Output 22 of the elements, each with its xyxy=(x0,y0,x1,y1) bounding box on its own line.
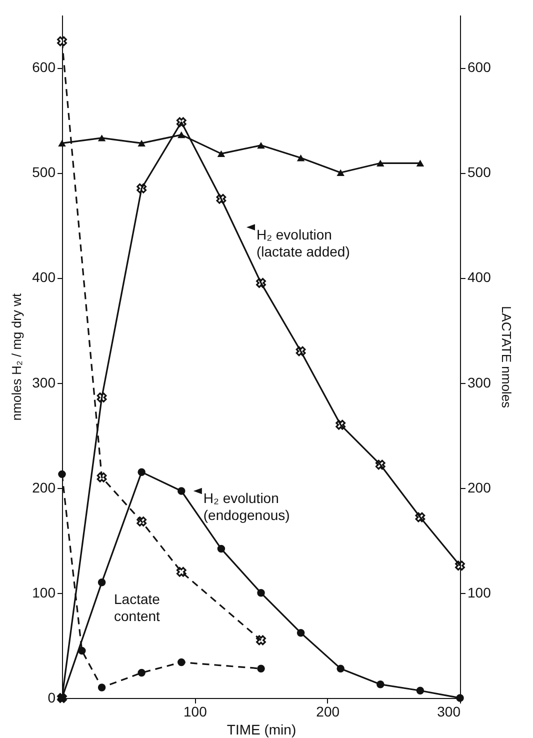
x-tick-label: 200 xyxy=(316,704,340,720)
y2-tick-label: 200 xyxy=(468,479,492,496)
y-tick-label: 600 xyxy=(32,59,56,76)
x-axis-title: TIME (min) xyxy=(226,722,296,738)
y-tick-label: 100 xyxy=(32,584,56,600)
annotation: Lactate content xyxy=(114,591,160,624)
y2-axis-title: LACTATE nmoles xyxy=(498,306,514,409)
y-tick-label: 0 xyxy=(48,690,56,706)
x-tick-label: 300 xyxy=(437,704,461,720)
y2-tick-label: 600 xyxy=(468,59,492,76)
annotation: H₂ evolution (lactate added) xyxy=(256,226,350,260)
y2-tick-label: 400 xyxy=(468,269,492,286)
annotation: H₂ evolution (endogenous) xyxy=(203,490,290,523)
y-tick-label: 400 xyxy=(32,269,56,286)
y2-tick-label: 300 xyxy=(468,374,492,390)
y-tick-label: 500 xyxy=(32,164,56,180)
x-tick-label: 100 xyxy=(183,704,208,720)
y-axis-title: nmoles H₂ / mg dry wt xyxy=(9,293,24,421)
y2-tick-label: 100 xyxy=(468,584,492,600)
y2-tick-label: 500 xyxy=(468,164,492,180)
y-tick-label: 300 xyxy=(32,374,56,390)
y-tick-label: 200 xyxy=(32,479,56,496)
